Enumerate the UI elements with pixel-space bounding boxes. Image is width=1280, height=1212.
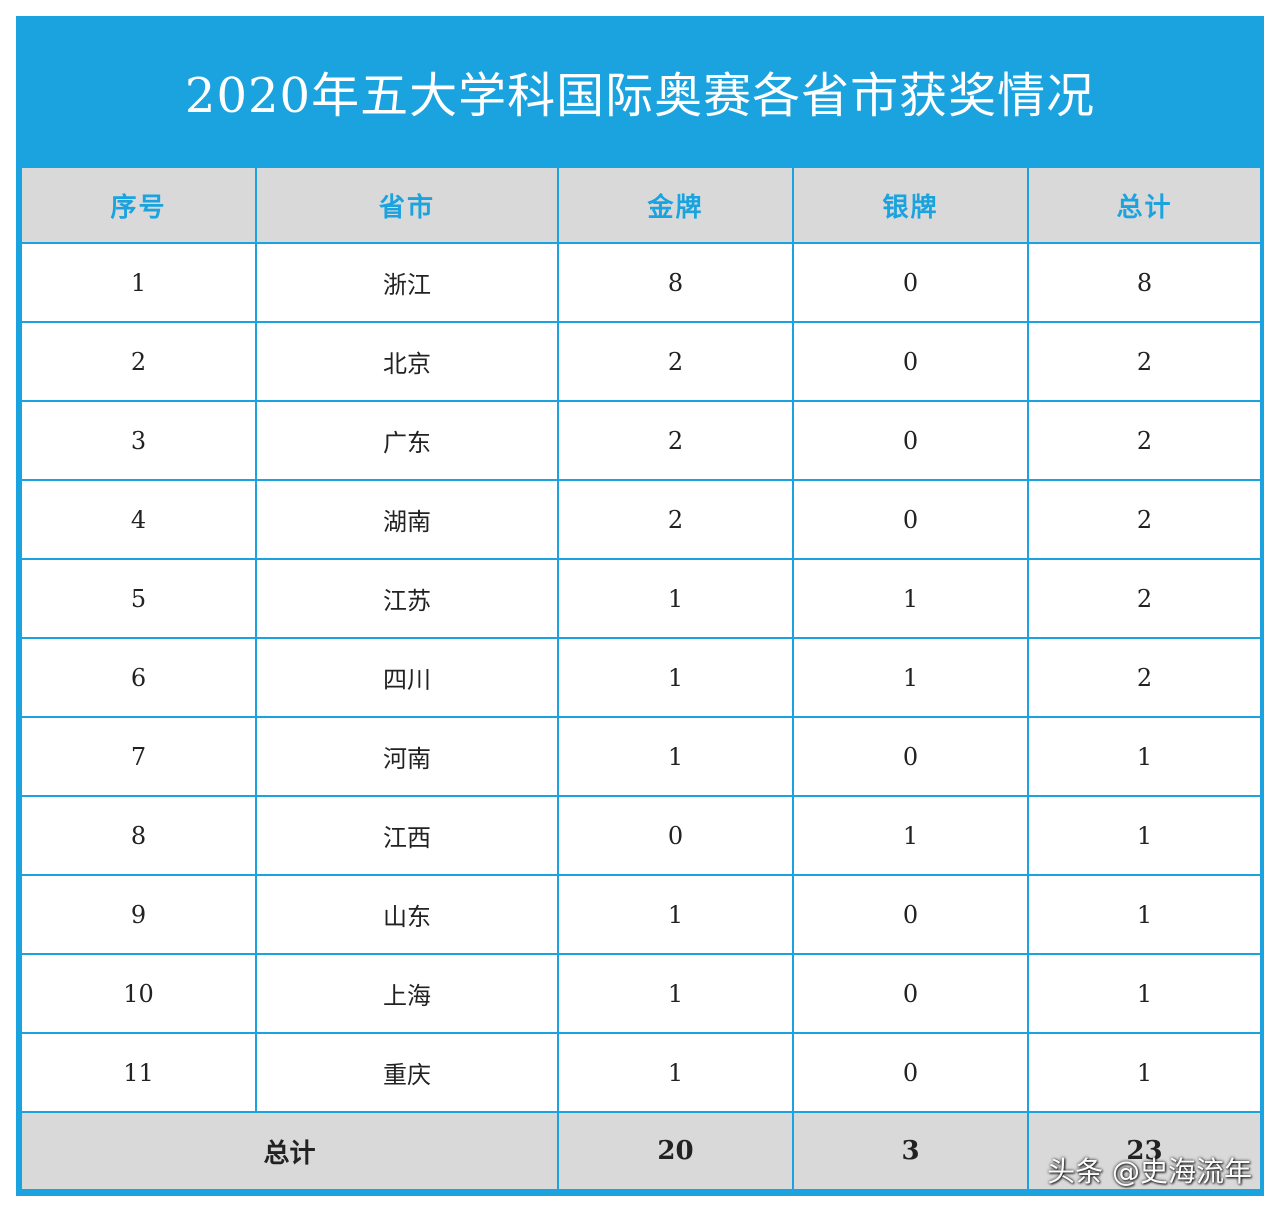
header-gold: 金牌	[559, 168, 792, 242]
cell-gold: 1	[559, 955, 792, 1032]
table-row: 8 江西 0 1 1	[22, 797, 1260, 874]
table-row: 9 山东 1 0 1	[22, 876, 1260, 953]
cell-gold: 0	[559, 797, 792, 874]
table-row: 6 四川 1 1 2	[22, 639, 1260, 716]
cell-gold: 1	[559, 876, 792, 953]
totals-row: 总计 20 3 23	[22, 1113, 1260, 1189]
cell-rank: 9	[22, 876, 255, 953]
table-title: 2020年五大学科国际奥赛各省市获奖情况	[184, 68, 1096, 124]
cell-rank: 11	[22, 1034, 255, 1111]
table-row: 3 广东 2 0 2	[22, 402, 1260, 479]
table-row: 1 浙江 8 0 8	[22, 244, 1260, 321]
cell-province: 四川	[257, 639, 557, 716]
cell-silver: 0	[794, 718, 1027, 795]
cell-total: 2	[1029, 560, 1260, 637]
cell-total: 1	[1029, 876, 1260, 953]
cell-rank: 8	[22, 797, 255, 874]
cell-rank: 5	[22, 560, 255, 637]
cell-rank: 7	[22, 718, 255, 795]
cell-rank: 6	[22, 639, 255, 716]
table-row: 11 重庆 1 0 1	[22, 1034, 1260, 1111]
cell-total: 1	[1029, 797, 1260, 874]
cell-province: 北京	[257, 323, 557, 400]
cell-province: 湖南	[257, 481, 557, 558]
table-frame: 2020年五大学科国际奥赛各省市获奖情况 序号 省市 金牌 银牌 总计 1 浙江…	[16, 16, 1264, 1196]
cell-province: 江苏	[257, 560, 557, 637]
cell-province: 广东	[257, 402, 557, 479]
cell-silver: 0	[794, 955, 1027, 1032]
header-rank: 序号	[22, 168, 255, 242]
cell-total: 1	[1029, 718, 1260, 795]
table-row: 2 北京 2 0 2	[22, 323, 1260, 400]
totals-silver: 3	[794, 1113, 1027, 1189]
cell-silver: 0	[794, 244, 1027, 321]
cell-gold: 8	[559, 244, 792, 321]
cell-rank: 3	[22, 402, 255, 479]
cell-silver: 1	[794, 560, 1027, 637]
header-total: 总计	[1029, 168, 1260, 242]
cell-silver: 0	[794, 402, 1027, 479]
cell-gold: 1	[559, 639, 792, 716]
cell-gold: 1	[559, 1034, 792, 1111]
cell-province: 河南	[257, 718, 557, 795]
cell-gold: 2	[559, 481, 792, 558]
totals-label: 总计	[22, 1113, 557, 1189]
table-row: 4 湖南 2 0 2	[22, 481, 1260, 558]
cell-province: 山东	[257, 876, 557, 953]
cell-province: 重庆	[257, 1034, 557, 1111]
cell-gold: 2	[559, 402, 792, 479]
table-row: 7 河南 1 0 1	[22, 718, 1260, 795]
cell-silver: 0	[794, 323, 1027, 400]
cell-province: 浙江	[257, 244, 557, 321]
table-row: 5 江苏 1 1 2	[22, 560, 1260, 637]
cell-gold: 1	[559, 718, 792, 795]
cell-total: 2	[1029, 323, 1260, 400]
cell-gold: 1	[559, 560, 792, 637]
cell-silver: 0	[794, 1034, 1027, 1111]
cell-total: 2	[1029, 639, 1260, 716]
cell-total: 2	[1029, 402, 1260, 479]
cell-province: 江西	[257, 797, 557, 874]
cell-total: 8	[1029, 244, 1260, 321]
cell-rank: 4	[22, 481, 255, 558]
cell-province: 上海	[257, 955, 557, 1032]
totals-gold: 20	[559, 1113, 792, 1189]
header-province: 省市	[257, 168, 557, 242]
header-silver: 银牌	[794, 168, 1027, 242]
cell-total: 1	[1029, 955, 1260, 1032]
cell-rank: 1	[22, 244, 255, 321]
table-row: 10 上海 1 0 1	[22, 955, 1260, 1032]
cell-gold: 2	[559, 323, 792, 400]
medal-table: 序号 省市 金牌 银牌 总计 1 浙江 8 0 8 2 北京 2 0 2	[20, 166, 1262, 1191]
totals-total: 23	[1029, 1113, 1260, 1189]
cell-total: 1	[1029, 1034, 1260, 1111]
cell-silver: 0	[794, 876, 1027, 953]
cell-silver: 1	[794, 639, 1027, 716]
cell-silver: 1	[794, 797, 1027, 874]
watermark-text: 头条 @史海流年	[1047, 1155, 1252, 1188]
header-row: 序号 省市 金牌 银牌 总计	[22, 168, 1260, 242]
cell-rank: 2	[22, 323, 255, 400]
cell-total: 2	[1029, 481, 1260, 558]
cell-rank: 10	[22, 955, 255, 1032]
cell-silver: 0	[794, 481, 1027, 558]
